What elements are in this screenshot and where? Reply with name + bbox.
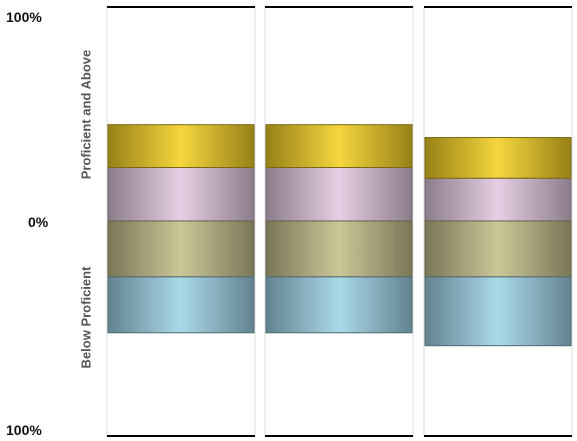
y-tick-label-top: 100% <box>6 9 42 25</box>
bar-segment-col2-series3 <box>265 220 413 278</box>
bar-segment-col2-series2 <box>265 124 413 168</box>
bar-segment-col3-series2 <box>424 137 572 179</box>
bar-segment-col3-series1 <box>424 177 572 222</box>
bar-segment-col3-series4 <box>424 276 572 347</box>
bar-segment-col1-series1 <box>107 167 255 222</box>
bar-segment-col2-series1 <box>265 167 413 222</box>
y-tick-label-center: 0% <box>28 214 49 230</box>
bar-segment-col3-series3 <box>424 220 572 278</box>
bar-segment-col1-series3 <box>107 220 255 278</box>
bar-segment-col1-series2 <box>107 124 255 168</box>
y-tick-label-bottom: 100% <box>6 422 42 438</box>
bar-segment-col2-series4 <box>265 276 413 334</box>
bar-segment-col1-series4 <box>107 276 255 334</box>
